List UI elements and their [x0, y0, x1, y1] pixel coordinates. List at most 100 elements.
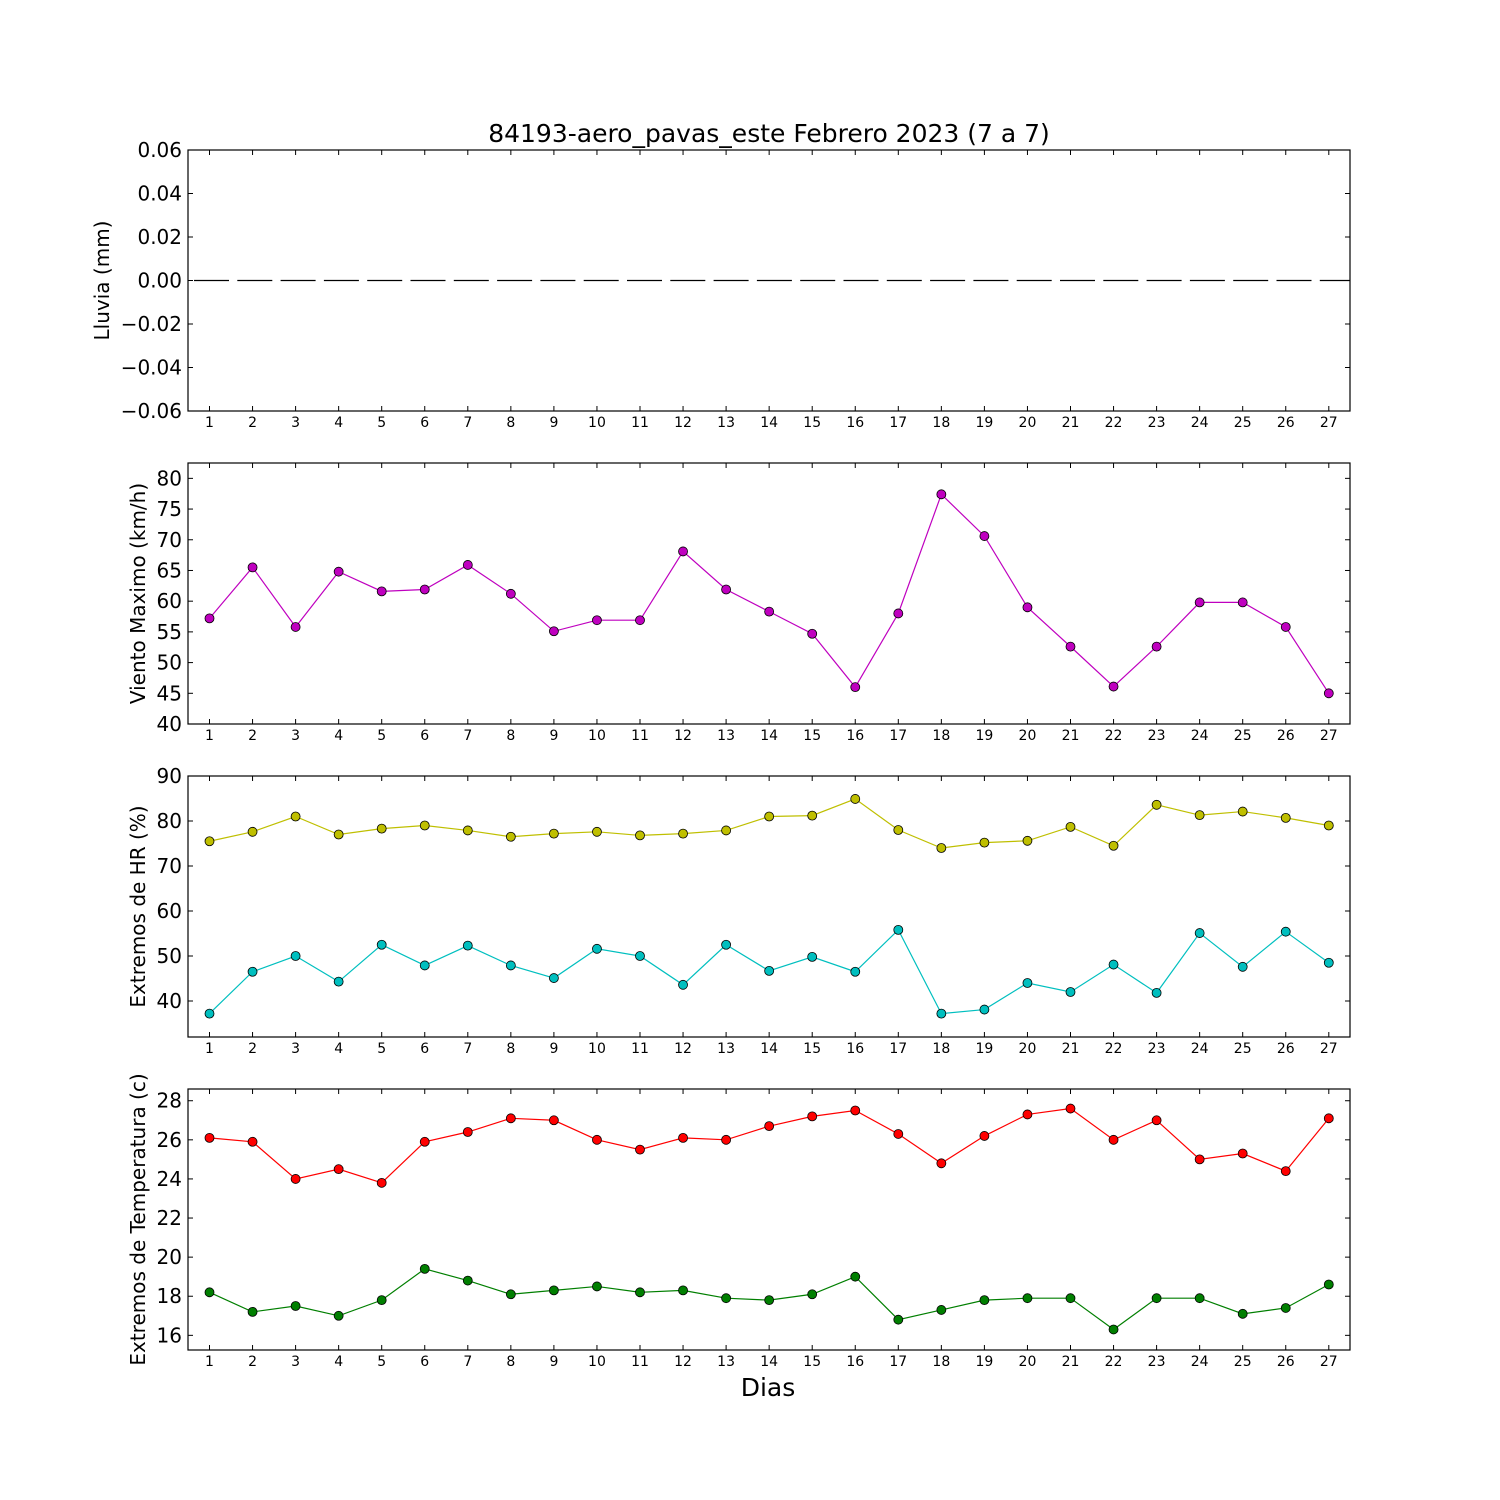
data-point	[204, 613, 215, 624]
x-tick-label: 10	[588, 728, 606, 744]
x-tick-label: 25	[1234, 1354, 1252, 1370]
data-point	[635, 830, 645, 841]
y-tick-label: 55	[157, 620, 182, 644]
x-tick-label: 5	[377, 1354, 386, 1370]
x-tick-label: 1	[205, 728, 214, 744]
data-point	[979, 531, 990, 541]
data-point	[1323, 1279, 1334, 1290]
y-tick-label: 0.00	[137, 269, 182, 293]
x-tick-label: 25	[1234, 728, 1252, 744]
data-point	[807, 1111, 818, 1122]
data-point	[204, 1008, 215, 1019]
data-point	[721, 584, 731, 595]
data-point	[549, 626, 559, 637]
data-point	[1022, 1109, 1033, 1120]
data-point	[1022, 602, 1033, 613]
data-point	[850, 682, 861, 693]
y-axis-label: Viento Maximo (km/h)	[126, 483, 150, 704]
data-point	[893, 825, 904, 835]
x-tick-label: 25	[1234, 415, 1252, 431]
data-point	[850, 794, 861, 804]
x-tick-label: 2	[248, 1041, 257, 1057]
axes-frame	[187, 462, 1351, 725]
data-point	[764, 965, 775, 976]
x-axis-label: Dias	[741, 1373, 796, 1402]
x-tick-label: 3	[291, 728, 300, 744]
x-tick-label: 22	[1105, 1041, 1123, 1057]
x-tick-label: 19	[975, 728, 993, 744]
data-point	[1151, 641, 1162, 652]
data-point	[419, 1263, 430, 1274]
data-point	[635, 951, 645, 961]
data-point	[1323, 688, 1334, 699]
data-point	[807, 952, 818, 962]
y-tick-label: 0.06	[137, 138, 182, 162]
data-point	[247, 966, 258, 977]
data-point	[1237, 597, 1248, 608]
x-tick-label: 13	[717, 728, 735, 744]
data-point	[764, 606, 775, 617]
data-point	[592, 1134, 602, 1145]
data-point	[678, 1132, 688, 1143]
data-point	[247, 562, 258, 573]
x-tick-label: 12	[674, 415, 692, 431]
data-point	[290, 1174, 301, 1184]
x-tick-label: 14	[760, 1354, 778, 1370]
data-point	[1237, 1148, 1248, 1159]
data-point	[462, 1275, 473, 1286]
data-point	[850, 1105, 861, 1116]
chart-title: 84193-aero_pavas_este Febrero 2023 (7 a …	[488, 119, 1050, 148]
x-tick-label: 27	[1320, 415, 1338, 431]
x-tick-label: 6	[420, 728, 429, 744]
x-tick-label: 9	[549, 1041, 558, 1057]
subplot-1: −0.06−0.04−0.020.000.020.040.061 2 3 4 5 6 7 8 9…	[90, 138, 1351, 431]
x-tick-label: 27	[1320, 1041, 1338, 1057]
data-point	[979, 1131, 990, 1141]
y-tick-label: 24	[157, 1167, 182, 1191]
data-point	[893, 1129, 904, 1139]
data-point	[893, 925, 904, 935]
data-point	[1280, 1303, 1291, 1313]
data-point	[721, 1134, 731, 1145]
data-point	[505, 588, 516, 599]
x-tick-label: 17	[889, 1354, 907, 1370]
data-point	[376, 586, 387, 597]
x-tick-label: 15	[803, 1354, 821, 1370]
y-tick-label: 16	[157, 1323, 182, 1347]
x-tick-label: 19	[975, 1354, 993, 1370]
data-point	[979, 837, 990, 848]
data-point	[419, 820, 430, 831]
data-point	[1108, 1134, 1119, 1145]
x-tick-label: 12	[674, 1041, 692, 1057]
data-point	[1194, 928, 1205, 938]
x-tick-label: 13	[717, 1354, 735, 1370]
x-tick-label: 27	[1320, 728, 1338, 744]
x-tick-label: 1	[205, 415, 214, 431]
x-tick-label: 8	[506, 1354, 515, 1370]
x-tick-label: 12	[674, 1354, 692, 1370]
data-point	[1151, 799, 1162, 810]
data-point	[936, 1158, 947, 1169]
y-axis-label: Lluvia (mm)	[90, 221, 114, 341]
y-tick-label: 75	[157, 497, 182, 521]
y-tick-label: 80	[157, 466, 182, 490]
data-point	[1323, 1113, 1334, 1124]
data-point	[1194, 597, 1205, 608]
data-point	[1108, 1324, 1119, 1335]
x-tick-label: 3	[291, 415, 300, 431]
data-point	[1065, 1293, 1076, 1304]
data-point	[462, 560, 473, 570]
data-point	[936, 489, 947, 500]
data-point	[764, 1295, 775, 1306]
data-point	[1108, 681, 1119, 692]
data-point	[290, 811, 301, 822]
x-tick-label: 9	[549, 728, 558, 744]
x-tick-label: 17	[889, 1041, 907, 1057]
data-point	[850, 966, 861, 977]
data-point	[204, 836, 215, 847]
data-point	[850, 1271, 861, 1282]
data-point	[462, 1127, 473, 1137]
x-tick-label: 18	[932, 1354, 950, 1370]
